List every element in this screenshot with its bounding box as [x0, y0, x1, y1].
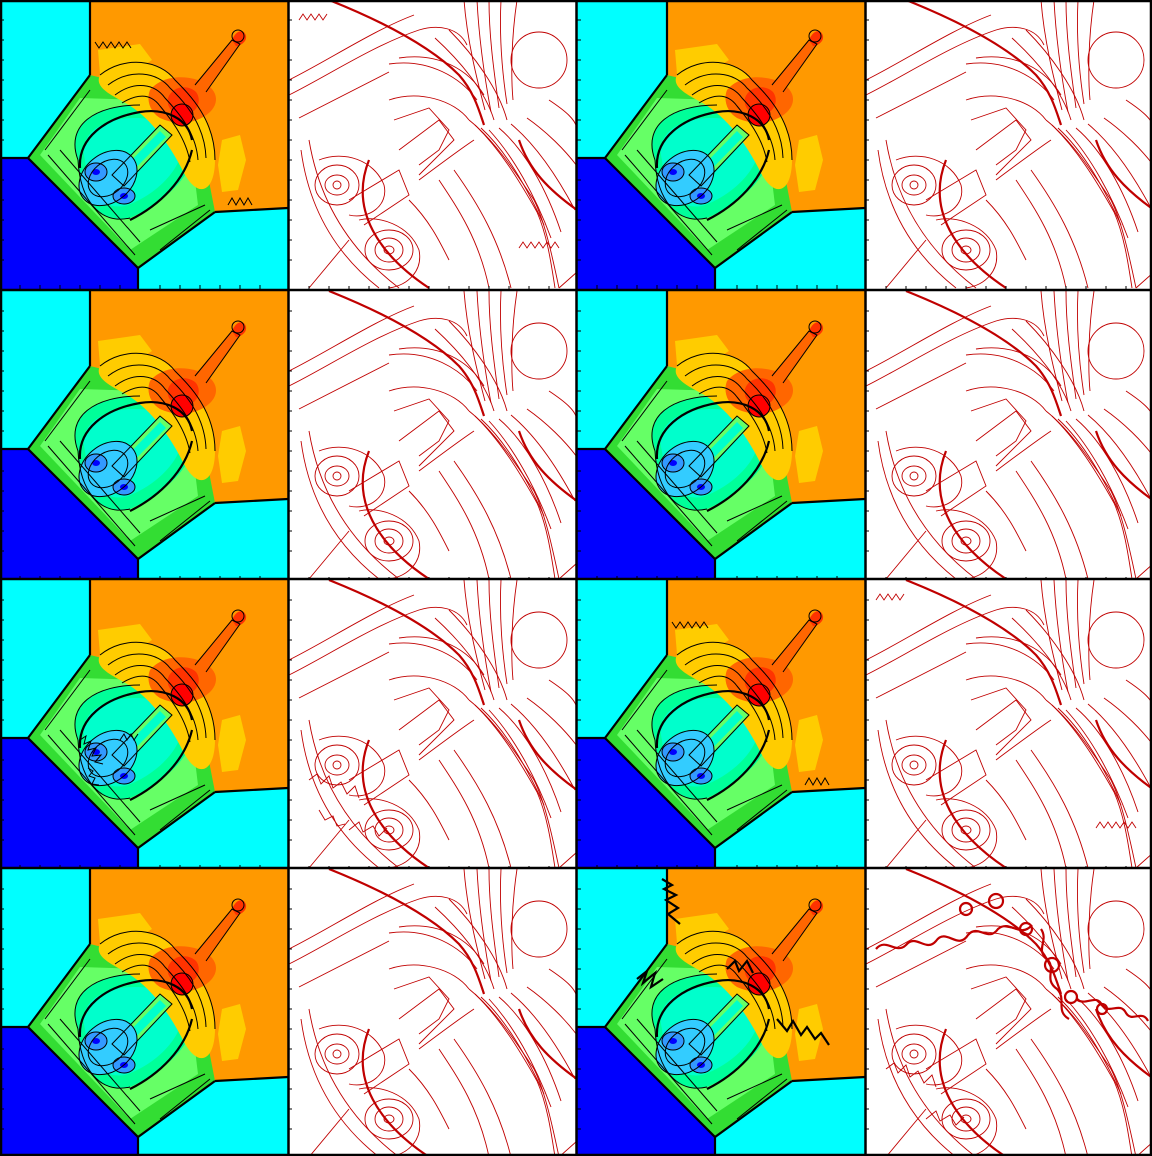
panel-r2-c4-line-contour	[866, 291, 1152, 580]
panel-r1-c1-filled-contour	[0, 0, 288, 289]
line-contour-plot	[289, 580, 577, 869]
panel-r3-c2-line-contour	[289, 580, 577, 869]
panel-r2-c1-filled-contour	[0, 291, 288, 580]
panel-r3-c3-filled-contour	[577, 580, 865, 869]
panel-r3-c4-line-contour	[866, 580, 1152, 869]
filled-contour-plot	[577, 580, 865, 869]
panel-r4-c3-filled-contour	[577, 869, 865, 1156]
filled-contour-plot	[577, 291, 865, 580]
panel-r2-c2-line-contour	[289, 291, 577, 580]
line-contour-plot	[289, 869, 577, 1156]
filled-contour-plot	[0, 291, 288, 580]
line-contour-plot	[289, 291, 577, 580]
line-contour-plot	[866, 580, 1152, 869]
panel-r4-c4-line-contour	[866, 869, 1152, 1156]
panel-r1-c2-line-contour	[289, 0, 577, 289]
panel-r1-c3-filled-contour	[577, 0, 865, 289]
panel-r4-c2-line-contour	[289, 869, 577, 1156]
filled-contour-plot	[577, 0, 865, 289]
line-contour-plot	[866, 869, 1152, 1156]
line-contour-plot	[866, 291, 1152, 580]
filled-contour-plot	[0, 869, 288, 1156]
filled-contour-plot	[0, 580, 288, 869]
panel-r3-c1-filled-contour	[0, 580, 288, 869]
panel-r4-c1-filled-contour	[0, 869, 288, 1156]
panel-r2-c3-filled-contour	[577, 291, 865, 580]
panel-r1-c4-line-contour	[866, 0, 1152, 289]
line-contour-plot	[866, 0, 1152, 289]
filled-contour-plot	[577, 869, 865, 1156]
filled-contour-plot	[0, 0, 288, 289]
